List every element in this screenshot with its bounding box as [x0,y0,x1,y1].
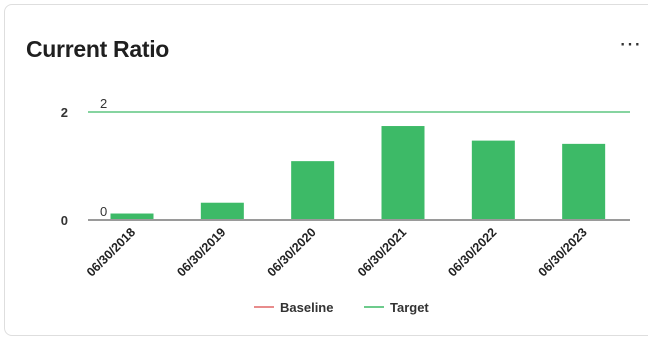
chart-title: Current Ratio [26,36,170,62]
bar [562,143,606,220]
bar [471,140,515,220]
x-tick-label: 06/30/2020 [265,225,319,279]
more-horizontal-icon[interactable]: ⋯ [619,31,641,56]
x-tick-label: 06/30/2019 [174,225,228,279]
y-tick-label: 0 [61,213,68,228]
bar [110,213,154,220]
bar [291,161,335,220]
y-tick-label: 2 [61,105,68,120]
reference-line-label: 0 [100,204,107,219]
legend-item-target: Target [390,300,429,315]
x-tick-label: 06/30/2023 [536,225,590,279]
x-tick-label: 06/30/2021 [355,225,409,279]
x-tick-label: 06/30/2022 [445,225,499,279]
bar [200,202,244,220]
reference-line-label: 2 [100,96,107,111]
x-tick-label: 06/30/2018 [84,225,138,279]
legend-item-baseline: Baseline [280,300,333,315]
bar [381,126,425,220]
